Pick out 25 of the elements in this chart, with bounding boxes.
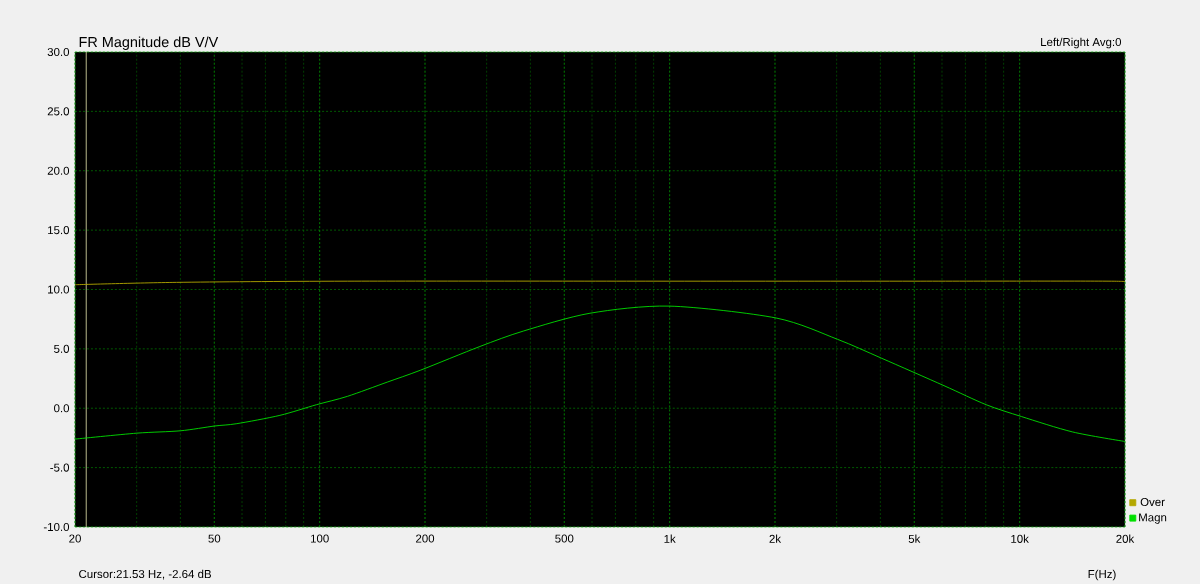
- legend-label: Magn: [1139, 513, 1167, 524]
- x-axis-title: F(Hz): [1088, 569, 1116, 581]
- text: Cursor:21.53 Hz, -2.64 dB: [79, 569, 211, 580]
- x-tick-label: 20: [69, 534, 81, 543]
- y-tick-label: 30.0: [47, 47, 70, 57]
- x-tick-label: 100: [310, 534, 329, 543]
- x-tick-label: 10k: [1011, 534, 1029, 543]
- y-tick-label: 0.0: [54, 404, 70, 413]
- y-tick-label: 20.0: [47, 166, 70, 175]
- x-tick-label: 5k: [908, 534, 921, 543]
- chart-title: FR Magnitude dB V/V: [79, 36, 219, 50]
- y-tick-label: -5.0: [50, 463, 70, 472]
- y-tick-label: 5.0: [54, 344, 70, 353]
- text: Left/Right Avg:0: [1041, 37, 1122, 49]
- x-tick-label: 200: [416, 534, 435, 543]
- y-tick-label: 10.0: [48, 285, 70, 294]
- x-tick-label: 20k: [1116, 534, 1135, 543]
- x-tick-label: 500: [555, 534, 574, 543]
- x-tick-label: 1k: [664, 534, 676, 543]
- x-tick-label: 50: [208, 534, 221, 543]
- y-tick-label: -10.0: [43, 522, 70, 532]
- y-tick-label: 15.0: [48, 226, 70, 235]
- x-tick-label: 2k: [769, 534, 782, 543]
- legend-label: Over: [1140, 497, 1165, 507]
- y-tick-label: 25.0: [47, 107, 70, 116]
